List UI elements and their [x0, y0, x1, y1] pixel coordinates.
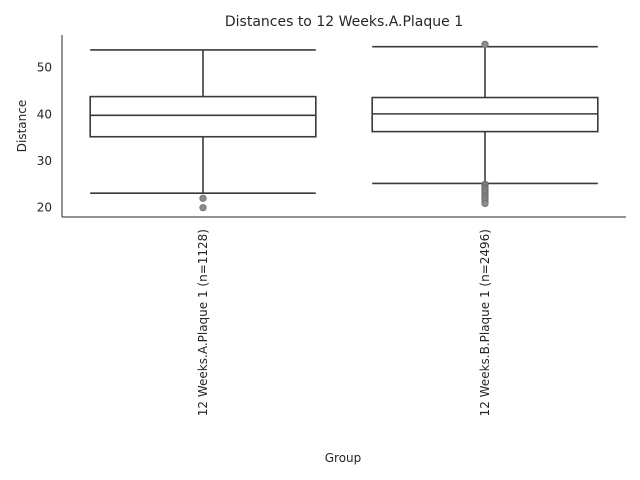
y-tick-label: 50: [37, 61, 52, 75]
y-tick-label: 40: [37, 107, 52, 121]
y-tick-label: 30: [37, 154, 52, 168]
y-axis-label: Distance: [15, 100, 29, 152]
x-tick-label: 12 Weeks.B.Plaque 1 (n=2496): [478, 229, 492, 416]
chart-title: Distances to 12 Weeks.A.Plaque 1: [225, 14, 463, 30]
outlier-point: [481, 40, 489, 48]
outlier-point: [199, 204, 207, 212]
outlier-point: [199, 194, 207, 202]
box-iqr: [89, 95, 317, 138]
outlier-point: [481, 199, 489, 208]
y-tick-label: 20: [37, 201, 52, 215]
plot-area: 20 30 40 50 12 Weeks.A.Plaque 1 (n=1128) 12 W…: [37, 35, 626, 416]
x-tick-label: 12 Weeks.A.Plaque 1 (n=1128): [196, 229, 210, 416]
x-axis-label: Group: [325, 451, 362, 465]
